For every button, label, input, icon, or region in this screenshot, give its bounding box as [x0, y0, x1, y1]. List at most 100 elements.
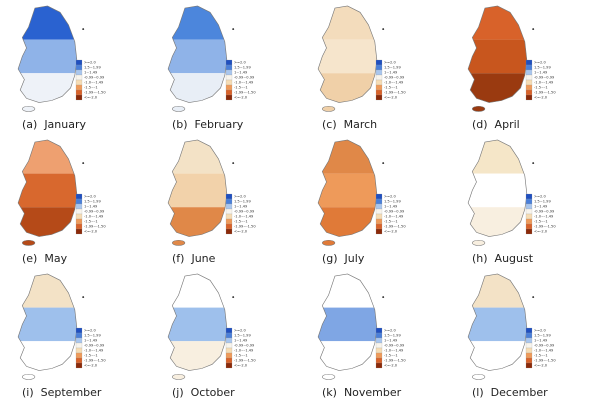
- legend-label: 1~1.49: [534, 205, 548, 209]
- map-fill: [168, 274, 227, 371]
- legend-label: -1.0~-1.49: [534, 81, 554, 85]
- legend-swatch: [375, 337, 383, 344]
- legend-swatch: [225, 59, 233, 66]
- legend-swatch: [225, 332, 233, 339]
- jeju: [322, 240, 336, 246]
- region: [168, 140, 227, 174]
- map: [467, 139, 535, 246]
- caption: (c) March: [322, 118, 377, 131]
- legend-swatch: [75, 362, 83, 369]
- legend-swatch: [525, 337, 533, 344]
- legend-swatch: [225, 69, 233, 76]
- legend-swatch: [525, 347, 533, 354]
- island: [82, 28, 85, 31]
- map: [167, 273, 235, 380]
- jeju: [172, 374, 186, 380]
- legend-label: 1~1.49: [84, 339, 98, 343]
- legend-label: -1.99~-1.50: [534, 359, 556, 363]
- legend-swatch: [375, 218, 383, 225]
- region: [318, 307, 377, 342]
- region: [468, 307, 527, 342]
- island: [232, 162, 235, 165]
- region: [18, 140, 77, 174]
- legend-label: -0.99~0.99: [234, 344, 255, 348]
- legend-label: 1~1.49: [84, 71, 98, 75]
- legend-label: -1.0~-1.49: [84, 81, 104, 85]
- outline: [167, 273, 228, 371]
- caption: (g) July: [322, 252, 365, 265]
- jeju: [22, 240, 36, 246]
- legend-label: -0.99~0.99: [534, 344, 555, 348]
- outline: [317, 5, 378, 103]
- region: [18, 73, 77, 103]
- legend-swatch: [375, 223, 383, 230]
- region: [468, 73, 527, 103]
- legend-swatch: [375, 208, 383, 215]
- island: [382, 28, 385, 31]
- jeju: [172, 240, 186, 246]
- region: [318, 207, 377, 237]
- region: [168, 173, 227, 208]
- legend-swatch: [525, 198, 533, 205]
- legend-swatch: [75, 213, 83, 220]
- legend-label: -0.99~0.99: [84, 344, 105, 348]
- island: [532, 162, 535, 165]
- outline: [317, 273, 378, 371]
- legend-label: 1.5~1.99: [384, 66, 401, 70]
- caption: (l) December: [472, 386, 548, 399]
- legend-label: -0.99~0.99: [234, 210, 255, 214]
- legend-label: -1.99~-1.50: [84, 91, 106, 95]
- legend-label: -0.99~0.99: [234, 76, 255, 80]
- legend-swatch: [75, 59, 83, 66]
- legend-swatch: [75, 352, 83, 359]
- legend-swatch: [75, 84, 83, 91]
- legend-swatch: [75, 203, 83, 210]
- legend-swatch: [375, 64, 383, 71]
- legend-swatch: [525, 357, 533, 364]
- region: [168, 207, 227, 237]
- map-fill: [18, 274, 77, 371]
- legend-label: >=2.0: [384, 195, 396, 199]
- jeju: [172, 106, 186, 112]
- region: [168, 341, 227, 371]
- legend: >=2.01.5~1.991~1.49-0.99~0.99-1.0~-1.49-…: [225, 193, 256, 235]
- legend-swatch: [75, 218, 83, 225]
- map-fill: [468, 6, 527, 103]
- legend-label: -1.99~-1.50: [234, 225, 256, 229]
- region: [468, 207, 527, 237]
- legend: >=2.01.5~1.991~1.49-0.99~0.99-1.0~-1.49-…: [375, 59, 406, 101]
- outline: [467, 5, 528, 103]
- legend-label: -0.99~0.99: [534, 210, 555, 214]
- caption: (f) June: [172, 252, 216, 265]
- region: [318, 73, 377, 103]
- legend-label: 1.5~1.99: [84, 200, 101, 204]
- region: [318, 6, 377, 40]
- legend-label: -1.0~-1.49: [234, 215, 254, 219]
- region: [18, 39, 77, 74]
- legend-swatch: [225, 357, 233, 364]
- panel: >=2.01.5~1.991~1.49-0.99~0.99-1.0~-1.49-…: [167, 5, 256, 131]
- map: [317, 5, 385, 112]
- island: [532, 28, 535, 31]
- legend-label: >=2.0: [234, 195, 246, 199]
- island: [82, 296, 85, 299]
- legend-label: <=-2.0: [534, 96, 548, 100]
- legend-swatch: [75, 337, 83, 344]
- legend-label: <=-2.0: [84, 364, 98, 368]
- region: [468, 274, 527, 308]
- legend-label: -1.5~-1: [384, 354, 398, 358]
- legend-label: 1.5~1.99: [384, 200, 401, 204]
- legend-label: -1.5~-1: [84, 220, 98, 224]
- panel: >=2.01.5~1.991~1.49-0.99~0.99-1.0~-1.49-…: [17, 5, 106, 131]
- legend-label: 1.5~1.99: [84, 334, 101, 338]
- legend-label: -1.0~-1.49: [234, 349, 254, 353]
- legend-label: <=-2.0: [234, 230, 248, 234]
- map: [167, 5, 235, 112]
- legend-swatch: [225, 213, 233, 220]
- legend: >=2.01.5~1.991~1.49-0.99~0.99-1.0~-1.49-…: [225, 327, 256, 369]
- legend-label: <=-2.0: [534, 364, 548, 368]
- legend-swatch: [225, 79, 233, 86]
- island: [82, 162, 85, 165]
- legend-label: 1~1.49: [84, 205, 98, 209]
- legend-swatch: [225, 362, 233, 369]
